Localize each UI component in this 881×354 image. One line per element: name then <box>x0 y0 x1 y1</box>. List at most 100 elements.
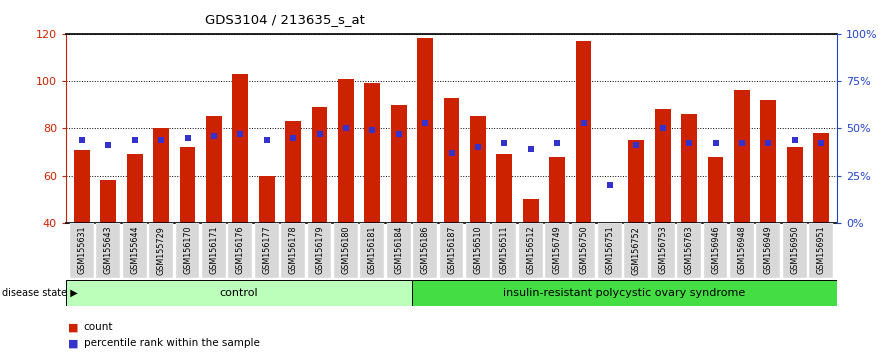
Bar <box>598 223 622 278</box>
Text: GSM156184: GSM156184 <box>394 226 403 274</box>
Bar <box>496 154 512 223</box>
Text: insulin-resistant polycystic ovary syndrome: insulin-resistant polycystic ovary syndr… <box>503 288 745 298</box>
Bar <box>545 223 569 278</box>
Point <box>682 141 696 146</box>
Point <box>470 144 485 150</box>
Bar <box>259 176 275 223</box>
Bar <box>813 133 829 223</box>
Bar <box>100 181 116 223</box>
Bar <box>413 223 437 278</box>
Text: control: control <box>219 288 258 298</box>
Bar <box>233 74 248 223</box>
Point <box>181 135 195 141</box>
Bar <box>628 140 644 223</box>
Point <box>629 143 643 148</box>
Point <box>708 141 722 146</box>
Point <box>576 120 590 125</box>
Point <box>418 120 433 125</box>
Text: ■: ■ <box>68 338 78 348</box>
Bar <box>365 83 381 223</box>
Point <box>655 125 670 131</box>
Point <box>313 131 327 137</box>
Point <box>497 141 511 146</box>
Bar <box>730 223 754 278</box>
Text: GSM156171: GSM156171 <box>210 226 218 274</box>
Point <box>339 125 353 131</box>
Bar <box>522 199 538 223</box>
Bar <box>391 105 407 223</box>
Point <box>154 137 168 143</box>
Text: GSM156176: GSM156176 <box>236 226 245 274</box>
Text: GSM156511: GSM156511 <box>500 226 509 274</box>
Point <box>735 141 749 146</box>
Point <box>260 137 274 143</box>
Bar <box>549 157 565 223</box>
Text: GSM156186: GSM156186 <box>420 226 430 274</box>
Point <box>603 182 617 188</box>
Bar <box>787 147 803 223</box>
Text: GSM156753: GSM156753 <box>658 226 667 274</box>
Bar <box>180 147 196 223</box>
Point <box>366 127 380 133</box>
Text: GSM156177: GSM156177 <box>263 226 271 274</box>
Text: count: count <box>84 322 113 332</box>
Bar <box>255 223 278 278</box>
Point <box>128 137 142 143</box>
Bar <box>757 223 781 278</box>
Bar <box>202 223 226 278</box>
Point <box>101 143 115 148</box>
Bar <box>175 223 199 278</box>
Point <box>392 131 406 137</box>
Bar <box>466 223 490 278</box>
Bar <box>519 223 543 278</box>
Bar <box>74 150 90 223</box>
Bar <box>492 223 516 278</box>
Point <box>233 131 248 137</box>
Text: GSM156187: GSM156187 <box>447 226 456 274</box>
Text: GSM155631: GSM155631 <box>78 226 86 274</box>
Point <box>75 137 89 143</box>
Bar <box>575 41 591 223</box>
Point <box>788 137 802 143</box>
Bar <box>338 79 354 223</box>
Point <box>523 146 537 152</box>
Bar <box>707 157 723 223</box>
Bar <box>655 109 670 223</box>
Bar <box>70 223 93 278</box>
Bar <box>440 223 463 278</box>
Bar <box>66 280 411 306</box>
Point <box>761 141 775 146</box>
Bar <box>734 90 750 223</box>
Bar <box>810 223 833 278</box>
Bar <box>387 223 411 278</box>
Bar <box>149 223 173 278</box>
Point <box>207 133 221 139</box>
Text: GSM156179: GSM156179 <box>315 226 324 274</box>
Text: GSM156752: GSM156752 <box>632 226 640 274</box>
Bar <box>206 116 222 223</box>
Bar <box>411 280 837 306</box>
Bar <box>281 223 305 278</box>
Bar <box>704 223 728 278</box>
Text: GDS3104 / 213635_s_at: GDS3104 / 213635_s_at <box>204 13 365 26</box>
Bar <box>127 154 143 223</box>
Text: GSM156948: GSM156948 <box>737 226 746 274</box>
Bar <box>625 223 648 278</box>
Bar <box>602 223 618 240</box>
Bar <box>783 223 807 278</box>
Bar <box>228 223 252 278</box>
Bar <box>470 116 485 223</box>
Text: disease state ▶: disease state ▶ <box>2 288 78 298</box>
Bar <box>153 128 169 223</box>
Text: GSM156181: GSM156181 <box>367 226 377 274</box>
Bar <box>307 223 331 278</box>
Bar <box>760 100 776 223</box>
Bar <box>418 38 433 223</box>
Text: GSM156950: GSM156950 <box>790 226 799 274</box>
Text: GSM156951: GSM156951 <box>817 226 825 274</box>
Text: GSM156763: GSM156763 <box>685 226 693 274</box>
Text: GSM156178: GSM156178 <box>289 226 298 274</box>
Point <box>814 141 828 146</box>
Point <box>286 135 300 141</box>
Bar <box>360 223 384 278</box>
